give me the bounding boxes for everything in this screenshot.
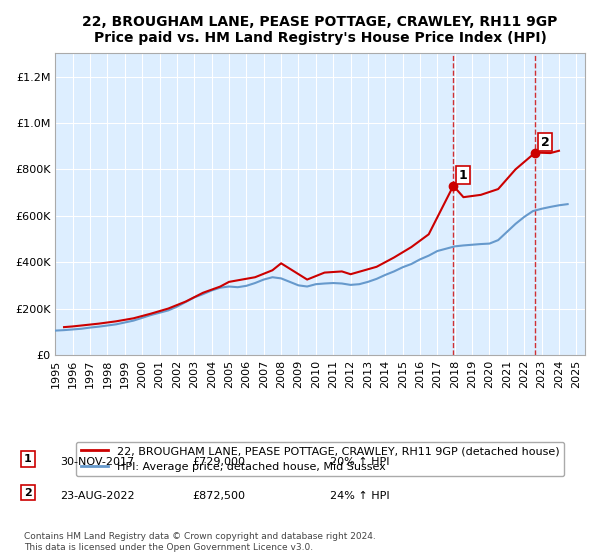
Title: 22, BROUGHAM LANE, PEASE POTTAGE, CRAWLEY, RH11 9GP
Price paid vs. HM Land Regis: 22, BROUGHAM LANE, PEASE POTTAGE, CRAWLE… — [82, 15, 558, 45]
Text: 1: 1 — [24, 454, 32, 464]
Legend: 22, BROUGHAM LANE, PEASE POTTAGE, CRAWLEY, RH11 9GP (detached house), HPI: Avera: 22, BROUGHAM LANE, PEASE POTTAGE, CRAWLE… — [76, 442, 564, 476]
Text: 2: 2 — [541, 136, 549, 148]
Text: 30-NOV-2017: 30-NOV-2017 — [60, 457, 134, 467]
Text: 1: 1 — [458, 169, 467, 182]
Text: 23-AUG-2022: 23-AUG-2022 — [60, 491, 134, 501]
Text: 2: 2 — [24, 488, 32, 498]
Text: Contains HM Land Registry data © Crown copyright and database right 2024.
This d: Contains HM Land Registry data © Crown c… — [24, 532, 376, 552]
Text: 24% ↑ HPI: 24% ↑ HPI — [330, 491, 389, 501]
Text: 20% ↑ HPI: 20% ↑ HPI — [330, 457, 389, 467]
Text: £872,500: £872,500 — [192, 491, 245, 501]
Text: £729,000: £729,000 — [192, 457, 245, 467]
